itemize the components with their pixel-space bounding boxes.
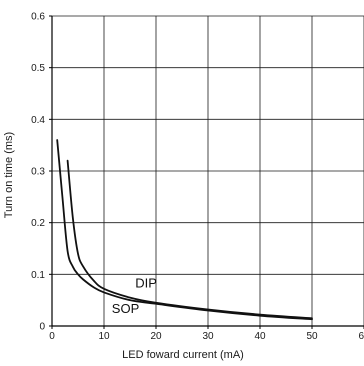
series-annotations: DIP SOP [112,275,157,316]
y-axis-ticks: 0 0.1 0.2 0.3 0.4 0.5 0.6 [31,12,52,333]
x-tick-label: 0 [49,331,55,342]
x-tick-label: 60 [358,331,364,342]
series-label-sop: SOP [112,301,139,316]
y-axis-label: Turn on time (ms) [3,132,15,218]
x-tick-label: 50 [306,331,318,342]
series-label-dip: DIP [135,275,157,290]
x-axis-label: LED foward current (mA) [122,349,244,361]
x-tick-label: 40 [254,331,266,342]
y-tick-label: 0.1 [31,270,45,281]
y-tick-label: 0.3 [31,167,45,178]
series-line-sop [56,139,313,321]
series-line-dip [66,159,313,320]
x-tick-label: 30 [202,331,214,342]
y-tick-label: 0.5 [31,63,45,74]
x-axis-ticks: 0 10 20 30 40 50 60 [49,326,364,342]
x-tick-label: 10 [98,331,110,342]
x-tick-label: 20 [150,331,162,342]
y-tick-label: 0.6 [31,12,45,23]
grid [51,15,364,327]
y-tick-label: 0.4 [31,115,45,126]
series-lines [56,139,313,321]
y-tick-label: 0 [39,322,45,333]
y-tick-label: 0.2 [31,218,45,229]
